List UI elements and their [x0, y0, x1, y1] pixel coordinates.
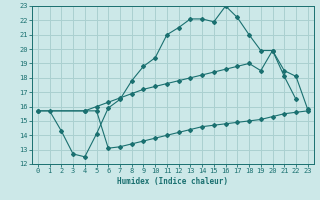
X-axis label: Humidex (Indice chaleur): Humidex (Indice chaleur): [117, 177, 228, 186]
